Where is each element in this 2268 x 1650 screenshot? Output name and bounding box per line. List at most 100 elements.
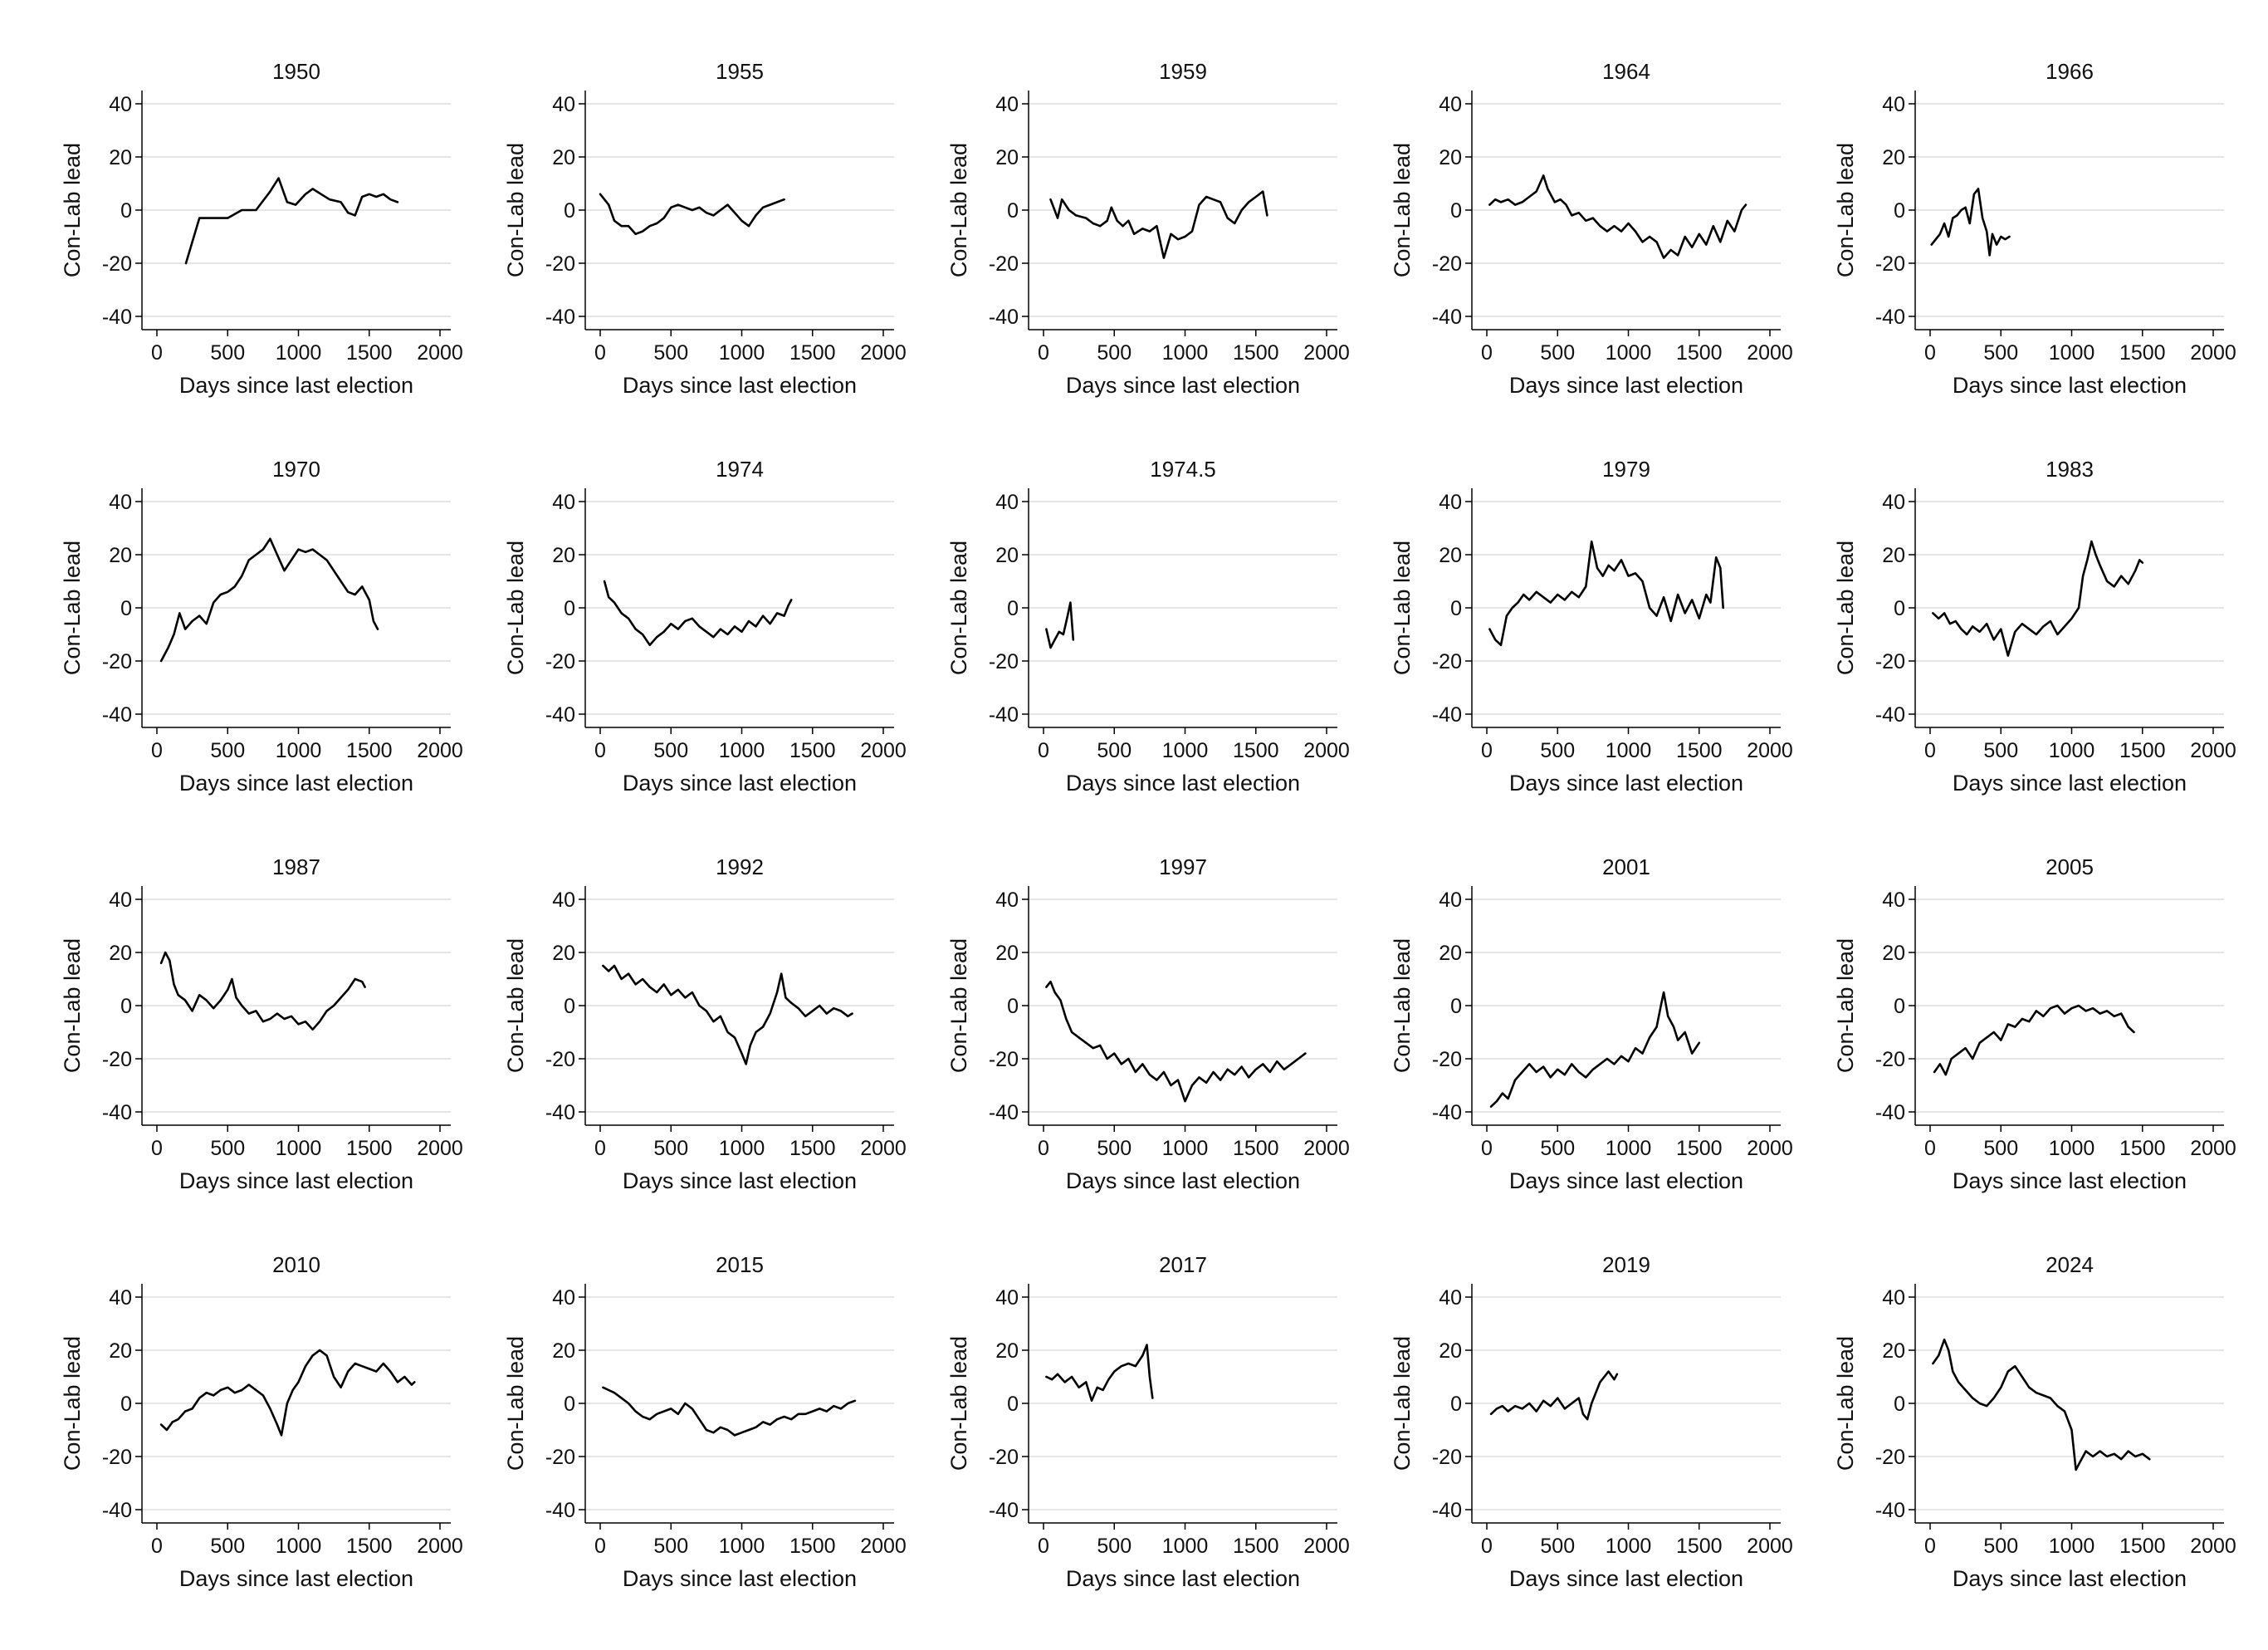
- x-tick-label: 1500: [346, 739, 393, 762]
- x-tick-label: 1000: [1162, 1535, 1209, 1558]
- series-line: [1488, 540, 1724, 647]
- y-axis-title: Con-Lab lead: [946, 541, 971, 675]
- x-tick-label: 0: [1038, 1137, 1049, 1160]
- x-tick-label: 500: [653, 341, 688, 365]
- panel-title: 2017: [1159, 1252, 1207, 1277]
- y-tick-label: 0: [564, 199, 575, 223]
- y-tick-label: 40: [552, 1286, 575, 1310]
- x-tick-label: 1000: [276, 1535, 322, 1558]
- x-tick-label: 2000: [1747, 341, 1793, 365]
- series-line: [1930, 188, 2011, 257]
- y-tick-label: 40: [1882, 491, 1905, 514]
- y-tick-label: 40: [109, 889, 132, 912]
- y-axis-title: Con-Lab lead: [503, 143, 528, 277]
- x-axis-title: Days since last election: [1953, 1566, 2187, 1591]
- y-tick-label: -40: [1432, 703, 1462, 727]
- x-tick-label: 500: [653, 1137, 688, 1160]
- y-tick-label: 0: [120, 1393, 132, 1416]
- x-tick-label: 2000: [417, 341, 463, 365]
- y-tick-label: -40: [989, 306, 1019, 329]
- y-tick-label: 0: [120, 199, 132, 223]
- y-tick-label: -20: [102, 252, 132, 276]
- y-tick-label: -40: [1875, 1499, 1905, 1522]
- y-tick-label: -20: [1432, 1048, 1462, 1071]
- y-axis-title: Con-Lab lead: [946, 143, 971, 277]
- y-tick-label: 40: [109, 1286, 132, 1310]
- y-tick-label: -20: [989, 1048, 1019, 1071]
- x-tick-label: 1000: [276, 1137, 322, 1160]
- y-tick-label: -40: [1432, 1101, 1462, 1124]
- x-tick-label: 500: [1983, 739, 2018, 762]
- series-line: [1045, 601, 1075, 649]
- y-tick-label: 0: [1007, 597, 1019, 620]
- x-tick-label: 2000: [860, 1535, 907, 1558]
- panel-title: 1987: [272, 854, 320, 879]
- x-tick-label: 0: [1924, 341, 1936, 365]
- x-tick-label: 1000: [1606, 739, 1652, 762]
- series-line: [602, 1386, 857, 1437]
- panel-title: 1959: [1159, 59, 1207, 84]
- x-tick-label: 1500: [789, 1137, 836, 1160]
- series-line: [1489, 991, 1701, 1108]
- y-tick-label: -20: [102, 650, 132, 673]
- x-axis-title: Days since last election: [623, 1566, 857, 1591]
- y-tick-label: -20: [102, 1048, 132, 1071]
- y-tick-label: 0: [1894, 1393, 1905, 1416]
- x-tick-label: 1500: [1676, 341, 1723, 365]
- y-tick-label: -20: [1875, 1446, 1905, 1469]
- x-axis-title: Days since last election: [623, 1168, 857, 1193]
- x-tick-label: 2000: [1747, 1535, 1793, 1558]
- y-tick-label: 0: [564, 995, 575, 1018]
- x-axis-title: Days since last election: [179, 1168, 413, 1193]
- y-tick-label: 20: [1439, 544, 1462, 567]
- y-axis-title: Con-Lab lead: [60, 1336, 85, 1471]
- y-axis-title: Con-Lab lead: [1390, 143, 1415, 277]
- y-axis-title: Con-Lab lead: [1833, 938, 1858, 1073]
- x-tick-label: 2000: [2190, 739, 2236, 762]
- y-tick-label: 0: [120, 995, 132, 1018]
- y-tick-label: 40: [1882, 889, 1905, 912]
- series-line: [1049, 190, 1268, 259]
- x-axis-title: Days since last election: [1509, 771, 1743, 796]
- panel-title: 1974: [716, 457, 764, 482]
- series-line: [159, 1349, 416, 1437]
- x-tick-label: 500: [1540, 1535, 1575, 1558]
- x-tick-label: 500: [1097, 739, 1132, 762]
- x-tick-label: 1500: [1233, 739, 1279, 762]
- y-tick-label: 0: [1007, 995, 1019, 1018]
- x-tick-label: 500: [210, 1137, 245, 1160]
- y-tick-label: 40: [1439, 93, 1462, 116]
- panel-title: 1997: [1159, 854, 1207, 879]
- x-tick-label: 1000: [719, 739, 765, 762]
- y-axis-title: Con-Lab lead: [60, 938, 85, 1073]
- x-tick-label: 2000: [1303, 341, 1350, 365]
- y-tick-label: -20: [1432, 1446, 1462, 1469]
- y-tick-label: 0: [120, 597, 132, 620]
- y-axis-title: Con-Lab lead: [1833, 541, 1858, 675]
- x-tick-label: 500: [653, 1535, 688, 1558]
- y-tick-label: 20: [109, 942, 132, 965]
- x-axis-title: Days since last election: [1066, 1168, 1300, 1193]
- series-line: [1489, 1370, 1619, 1421]
- y-axis-title: Con-Lab lead: [503, 938, 528, 1073]
- y-tick-label: 20: [552, 544, 575, 567]
- y-tick-label: -20: [545, 1048, 575, 1071]
- panel-title: 1979: [1602, 457, 1650, 482]
- x-tick-label: 1500: [1676, 739, 1723, 762]
- x-tick-label: 500: [1097, 341, 1132, 365]
- panel-title: 1966: [2046, 59, 2094, 84]
- y-tick-label: -20: [545, 650, 575, 673]
- x-tick-label: 500: [1983, 1535, 2018, 1558]
- series-line: [1932, 540, 2144, 657]
- y-axis-title: Con-Lab lead: [503, 541, 528, 675]
- y-axis-title: Con-Lab lead: [503, 1336, 528, 1471]
- y-tick-label: -20: [989, 1446, 1019, 1469]
- y-axis-title: Con-Lab lead: [1390, 541, 1415, 675]
- y-tick-label: 0: [564, 1393, 575, 1416]
- x-tick-label: 500: [1540, 739, 1575, 762]
